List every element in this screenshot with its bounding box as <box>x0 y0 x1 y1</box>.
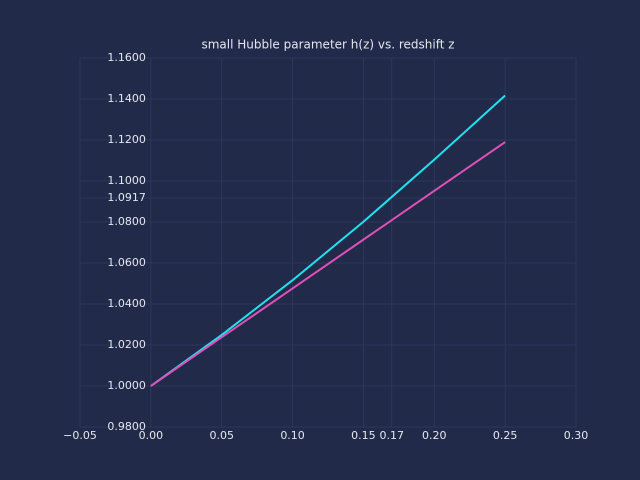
x-tick-label: 0.05 <box>209 429 234 442</box>
y-tick-label: 1.1000 <box>107 174 146 187</box>
series-line <box>150 94 506 387</box>
x-tick-label: −0.05 <box>63 429 97 442</box>
series-line <box>150 141 506 387</box>
y-tick-label: 1.0400 <box>107 297 146 310</box>
y-tick-label: 1.0917 <box>107 191 146 204</box>
y-tick-label: 1.1200 <box>107 133 146 146</box>
x-tick-label: 0.00 <box>139 429 164 442</box>
x-tick-label: 0.17 <box>380 429 405 442</box>
y-tick-label: 1.0200 <box>107 338 146 351</box>
y-tick-label: 1.0000 <box>107 379 146 392</box>
x-tick-label: 0.25 <box>493 429 518 442</box>
x-tick-label: 0.20 <box>422 429 447 442</box>
chart-title: small Hubble parameter h(z) vs. redshift… <box>201 38 454 52</box>
x-tick-label: 0.10 <box>280 429 305 442</box>
y-tick-label: 1.1600 <box>107 51 146 64</box>
x-tick-label: 0.30 <box>564 429 589 442</box>
y-tick-label: 1.0800 <box>107 215 146 228</box>
y-tick-label: 1.0600 <box>107 256 146 269</box>
y-tick-label: 1.1400 <box>107 92 146 105</box>
y-tick-label: 0.9800 <box>107 420 146 433</box>
x-tick-label: 0.15 <box>351 429 376 442</box>
